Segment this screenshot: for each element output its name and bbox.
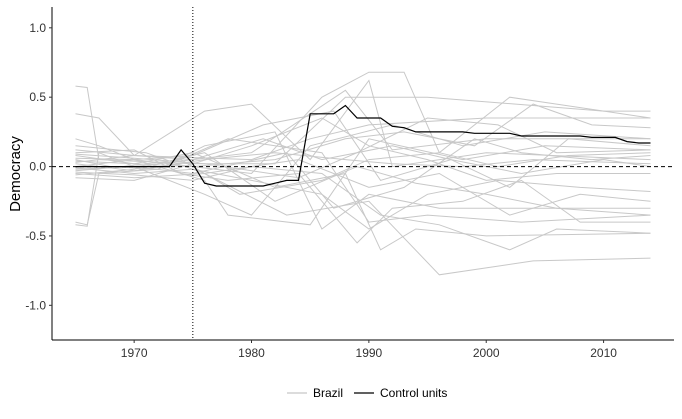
placebo-line-4 [75, 138, 651, 226]
legend-label-2: Control units [380, 386, 447, 400]
y-tick-label: 1.0 [29, 21, 46, 35]
placebo-line-5 [75, 138, 651, 226]
placebo-line-2 [75, 113, 651, 161]
control-units-line [75, 104, 651, 187]
y-tick-label: -0.5 [25, 229, 46, 243]
axes: -1.0 -0.5 0.0 0.5 1.0 1970 1980 1990 2000 2010 [25, 7, 674, 360]
placebo-line-21 [75, 138, 651, 209]
x-tick-label: 1990 [356, 346, 383, 360]
x-tick-label: 1980 [238, 346, 265, 360]
reference-lines [52, 7, 674, 340]
placebo-line-23 [75, 166, 651, 251]
placebo-line-11 [75, 124, 651, 216]
placebo-line-19 [75, 103, 651, 168]
control-units-line-group [75, 104, 651, 187]
x-tick-label: 2010 [590, 346, 617, 360]
placebo-line-24 [75, 138, 651, 175]
legend-label-1: Brazil [313, 386, 343, 400]
y-tick-label: -1.0 [25, 298, 46, 312]
placebo-line-3 [75, 89, 651, 227]
legend: Brazil Control units [287, 386, 447, 400]
x-tick-label: 2000 [473, 346, 500, 360]
placebo-line-7 [75, 131, 651, 230]
y-axis-title: Democracy [7, 136, 24, 212]
placebo-line-1 [75, 85, 651, 165]
placebo-lines [75, 71, 651, 276]
y-tick-label: 0.0 [29, 160, 46, 174]
placebo-line-6 [75, 79, 651, 168]
x-tick-label: 1970 [121, 346, 148, 360]
placebo-line-20 [75, 152, 651, 216]
placebo-line-18 [75, 167, 651, 230]
placebo-line-16 [75, 152, 651, 195]
placebo-line-12 [75, 145, 651, 216]
y-tick-label: 0.5 [29, 90, 46, 104]
placebo-line-13 [75, 117, 651, 181]
